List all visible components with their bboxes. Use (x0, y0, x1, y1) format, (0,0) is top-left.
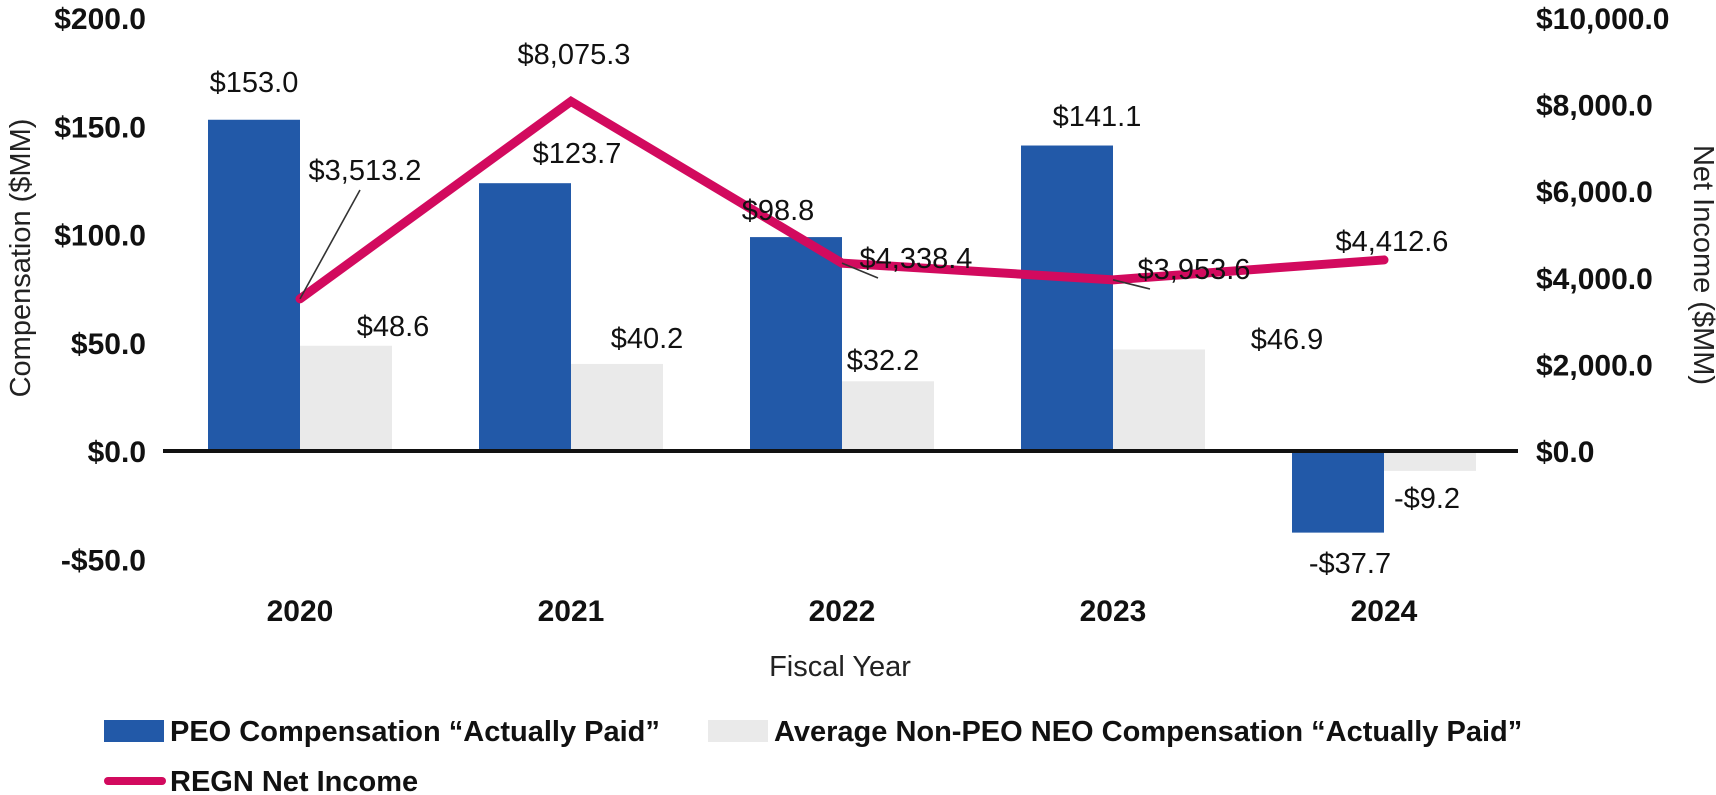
peo-bar-2020 (208, 119, 300, 451)
y-tick-label-right: $6,000.0 (1536, 176, 1653, 209)
net-income-value-label-2021: $8,075.3 (518, 39, 631, 71)
peo-bar-2021 (479, 183, 571, 451)
x-axis-title: Fiscal Year (769, 651, 911, 683)
legend-swatch-non-peo (708, 720, 768, 742)
peo-value-label-2022: $98.8 (742, 195, 815, 227)
non-peo-value-label-2024: -$9.2 (1394, 483, 1460, 515)
legend-label-non-peo: Average Non-PEO NEO Compensation “Actual… (774, 716, 1522, 748)
peo-bar-2022 (750, 237, 842, 451)
legend-label-peo: PEO Compensation “Actually Paid” (170, 716, 660, 748)
peo-bar-2023 (1021, 145, 1113, 451)
non-peo-bar-2022 (842, 381, 934, 451)
y-tick-label-left: $200.0 (54, 3, 146, 36)
x-tick-label-2024: 2024 (1351, 595, 1418, 628)
x-tick-label-2021: 2021 (538, 595, 605, 628)
non-peo-bar-2024 (1384, 451, 1476, 471)
peo-value-label-2020: $153.0 (210, 67, 299, 99)
legend-swatch-peo (104, 720, 164, 742)
y-tick-label-left: -$50.0 (61, 544, 146, 577)
y-tick-label-left: $100.0 (54, 220, 146, 253)
x-tick-label-2023: 2023 (1080, 595, 1147, 628)
peo-value-label-2023: $141.1 (1053, 101, 1142, 133)
non-peo-value-label-2021: $40.2 (611, 323, 684, 355)
y-tick-label-left: $150.0 (54, 111, 146, 144)
non-peo-value-label-2023: $46.9 (1251, 324, 1324, 356)
net-income-value-label-2020: $3,513.2 (309, 155, 422, 187)
non-peo-bar-2020 (300, 345, 392, 451)
non-peo-value-label-2020: $48.6 (357, 311, 430, 343)
y-axis-title-right: Net Income ($MM) (1687, 145, 1716, 385)
peo-bar-2024 (1292, 451, 1384, 533)
net-income-leader-line-2022 (841, 262, 879, 279)
non-peo-bar-2021 (571, 363, 663, 451)
legend: PEO Compensation “Actually Paid” Average… (104, 716, 1522, 795)
peo-value-label-2024: -$37.7 (1309, 548, 1391, 580)
x-tick-label-2022: 2022 (809, 595, 876, 628)
y-tick-label-right: $10,000.0 (1536, 3, 1669, 36)
y-tick-label-right: $0.0 (1536, 436, 1594, 469)
peo-value-label-2021: $123.7 (533, 138, 622, 170)
y-tick-label-left: $50.0 (71, 328, 146, 361)
net-income-value-label-2024: $4,412.6 (1336, 226, 1449, 258)
non-peo-bar-2023 (1113, 349, 1205, 451)
y-tick-label-right: $2,000.0 (1536, 349, 1653, 382)
y-tick-label-right: $4,000.0 (1536, 263, 1653, 296)
y-tick-label-right: $8,000.0 (1536, 90, 1653, 123)
x-tick-label-2020: 2020 (267, 595, 334, 628)
y-tick-label-left: $0.0 (88, 436, 146, 469)
net-income-value-label-2023: $3,953.6 (1138, 254, 1251, 286)
net-income-value-label-2022: $4,338.4 (860, 243, 973, 275)
y-axis-title-left: Compensation ($MM) (5, 119, 37, 398)
net-income-leader-line-2020 (299, 189, 361, 300)
net-income-leader-line-2023 (1112, 279, 1151, 290)
legend-label-net-income: REGN Net Income (170, 766, 418, 795)
non-peo-value-label-2022: $32.2 (847, 345, 920, 377)
